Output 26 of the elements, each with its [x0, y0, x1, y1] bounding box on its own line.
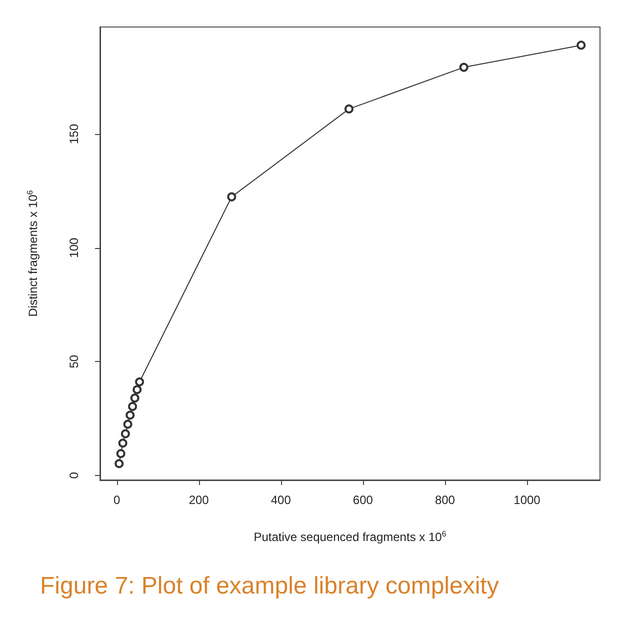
point [118, 438, 128, 448]
point [576, 40, 586, 50]
point [135, 377, 144, 386]
y-tick-label: 0 [67, 472, 81, 479]
point [126, 410, 135, 420]
x-tick-label: 1000 [514, 493, 541, 507]
y-tick-label: 100 [67, 237, 81, 258]
point [123, 420, 132, 429]
point [114, 459, 124, 468]
x-tick-label: 600 [352, 493, 374, 507]
point [130, 394, 140, 403]
y-axis-title: Distinct fragments x 106 [26, 190, 40, 317]
x-tick-label: 0 [113, 493, 120, 507]
point [120, 429, 130, 438]
point [459, 62, 468, 72]
x-tick-label: 800 [434, 493, 456, 507]
point [344, 104, 354, 114]
y-tick-label: 150 [67, 124, 81, 144]
text: Figure 7: Plot of example library complexity [40, 572, 499, 600]
point [132, 385, 142, 394]
x-tick-label: 200 [188, 493, 210, 507]
point [128, 402, 138, 411]
point [116, 449, 126, 458]
y-tick-label: 50 [67, 354, 81, 368]
point [227, 192, 236, 202]
x-tick-label: 400 [270, 493, 292, 507]
